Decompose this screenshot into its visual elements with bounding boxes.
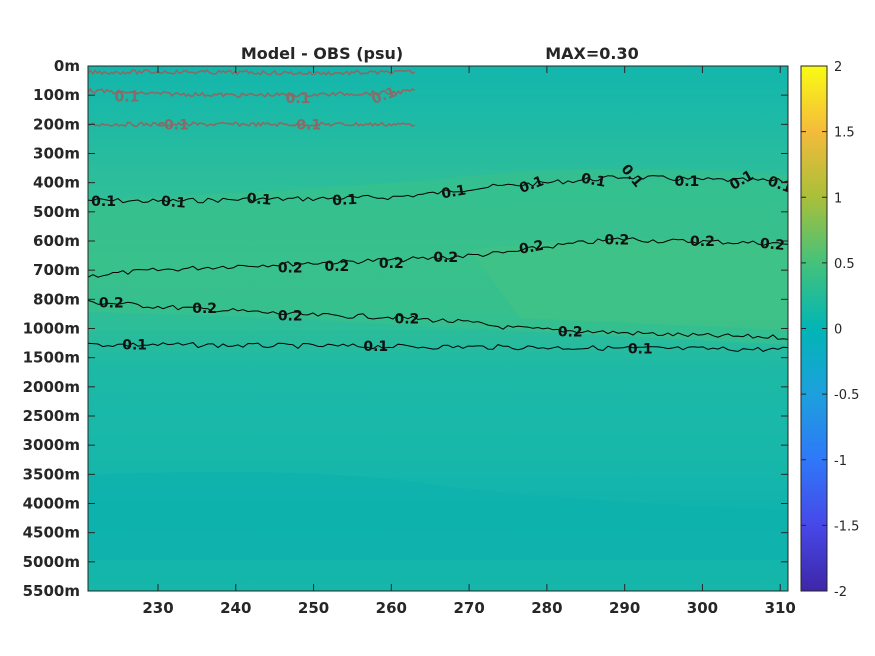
- contour-label: 0.2: [278, 260, 303, 276]
- y-tick-label: 2500m: [23, 407, 80, 425]
- y-tick-label: 300m: [33, 145, 80, 163]
- colorbar-tick-label: -1: [834, 454, 847, 469]
- contour-label: 0.2: [433, 250, 458, 266]
- x-axis: 230 240 250 260 270 280 290 300 310: [142, 66, 796, 617]
- y-tick-label: 700m: [33, 261, 80, 279]
- y-tick-label: 3500m: [23, 465, 80, 483]
- colorbar-tick-label: -2: [834, 585, 847, 600]
- contour-line: [88, 121, 415, 128]
- contour-line: [88, 342, 788, 352]
- colorbar-ticks: 2 1.5 1 0.5 0 -0.5 -1 -1.5 -2: [801, 60, 859, 600]
- contour-label: 0.2: [759, 236, 785, 254]
- contour-label: 0.2: [99, 295, 124, 311]
- y-tick-label: 1000m: [23, 320, 80, 338]
- strong-anomaly-region: [470, 239, 788, 330]
- contour-label: 0.1: [363, 339, 388, 355]
- colorbar-tick-label: 2: [834, 60, 842, 75]
- x-tick-label: 300: [687, 599, 718, 617]
- x-tick-label: 310: [765, 599, 796, 617]
- contour-label: 0.1: [580, 171, 607, 191]
- contour-line: [88, 175, 788, 204]
- contour-label: 0.1: [246, 191, 272, 209]
- contour-line: [88, 299, 788, 340]
- x-tick-label: 260: [376, 599, 407, 617]
- contour-label: 0.1: [628, 341, 653, 357]
- y-tick-label: 600m: [33, 232, 80, 250]
- y-tick-label: 0m: [54, 57, 80, 75]
- low-anomaly-region: [88, 471, 788, 560]
- y-tick-label: 1500m: [23, 349, 80, 367]
- contours: [88, 68, 788, 352]
- colorbar-tick-label: 1: [834, 191, 842, 206]
- contour-label: 0.1: [674, 174, 699, 190]
- contour-label: 0.1: [286, 91, 311, 107]
- x-tick-label: 240: [220, 599, 251, 617]
- y-tick-label: 3000m: [23, 436, 80, 454]
- y-tick-label: 2000m: [23, 378, 80, 396]
- contour-label: 0.2: [192, 301, 217, 317]
- colorbar-tick-label: 0: [834, 323, 842, 338]
- y-tick-label: 5500m: [23, 582, 80, 600]
- contour-label: -0.1: [158, 117, 189, 133]
- colorbar-tick-label: -0.5: [834, 388, 859, 403]
- y-tick-label: 4000m: [23, 495, 80, 513]
- y-tick-label: 800m: [33, 290, 80, 308]
- contour-label: -0.1: [290, 117, 321, 133]
- contour-label: 0.2: [558, 324, 583, 340]
- x-tick-label: 290: [609, 599, 640, 617]
- contour-label: 0.2: [324, 259, 349, 275]
- chart-title: Model - OBS (psu): [241, 44, 403, 63]
- x-tick-label: 280: [531, 599, 562, 617]
- contour-label: 0.2: [379, 256, 404, 272]
- x-tick-label: 270: [453, 599, 484, 617]
- colorbar: 2 1.5 1 0.5 0 -0.5 -1 -1.5 -2: [800, 60, 859, 600]
- contour-label: 0.2: [394, 311, 419, 327]
- contour-label: 0.1: [122, 338, 147, 354]
- contour-label: 0.1: [332, 192, 358, 209]
- y-tick-label: 200m: [33, 115, 80, 133]
- colorbar-tick-label: -1.5: [834, 519, 859, 534]
- plot-area: 0.1 0.1 0.1 0.1 0.1 0.1 0.1 0.1 0.1 0.1 0.1 0.2 0.2 0…: [88, 66, 788, 591]
- max-label: MAX=0.30: [545, 44, 639, 63]
- y-tick-label: 100m: [33, 86, 80, 104]
- y-tick-label: 4500m: [23, 524, 80, 542]
- y-tick-label: 400m: [33, 174, 80, 192]
- contour-label: 0.1: [517, 173, 546, 197]
- contour-label: 0.2: [518, 238, 545, 258]
- contour-line: [88, 87, 416, 98]
- contour-line: [88, 68, 416, 77]
- contour-label: 0.2: [604, 233, 629, 249]
- contour-label: 0.1: [370, 84, 399, 108]
- contour-label: 0.1: [440, 182, 467, 202]
- colorbar-tick-label: 1.5: [834, 126, 855, 141]
- contour-label: 0.1: [114, 90, 139, 106]
- y-tick-label: 5000m: [23, 553, 80, 571]
- x-tick-label: 230: [142, 599, 173, 617]
- contour-labels: 0.1 0.1 0.1 0.1 0.1 0.1 0.1 0.1 0.1 0.1 0.1 0.2 0.2 0…: [91, 84, 788, 357]
- contour-label: 0.1: [91, 194, 116, 210]
- contour-line: [88, 237, 788, 278]
- contour-label: 0.2: [690, 234, 715, 250]
- y-axis: 0m 100m 200m 300m 400m 500m 600m 700m 800m 1000m 1…: [23, 57, 788, 600]
- x-tick-label: 250: [298, 599, 329, 617]
- contour-label: 0.2: [278, 308, 303, 324]
- colorbar-tick-label: 0.5: [834, 257, 855, 272]
- y-tick-label: 500m: [33, 203, 80, 221]
- contour-label: 0.1: [160, 194, 186, 212]
